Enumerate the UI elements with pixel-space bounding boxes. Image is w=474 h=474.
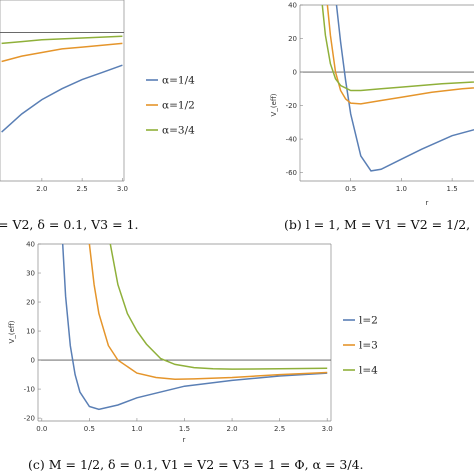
panel-b-y-tick-label: -60 xyxy=(286,169,297,177)
panel-c-x-tick-label: 2.0 xyxy=(226,425,237,433)
panel-c-x-tick-label: 3.0 xyxy=(322,425,333,433)
panel-c-x-tick-label: 2.5 xyxy=(274,425,285,433)
panel-a-series-line-2 xyxy=(1,42,123,63)
panel-b-y-axis-label: V_(eff) xyxy=(270,93,278,116)
panel-a-x-tick-label: 2.5 xyxy=(77,185,88,193)
caption-c: (c) M = 1/2, δ = 0.1, V1 = V2 = V3 = 1 =… xyxy=(28,457,364,472)
panel-a-x-tick-label: 2.0 xyxy=(36,185,47,193)
caption-a: = V2, δ = 0.1, V3 = 1. xyxy=(0,217,138,232)
panel-a-series-line-3 xyxy=(1,35,123,45)
panel-b-series-line-2 xyxy=(326,5,474,105)
panel-c-y-axis-label: V_(eff) xyxy=(8,320,16,343)
panel-c-series-line-2 xyxy=(88,244,328,380)
panel-c-legend: l=2 l=3 l=4 xyxy=(343,315,378,377)
panel-c-series-line-3 xyxy=(109,244,328,370)
panel-b-y-tick-label: 20 xyxy=(288,35,297,43)
panel-c-y-tick-label: 30 xyxy=(26,270,35,278)
panel-c-x-tick-label: 1.0 xyxy=(131,425,142,433)
caption-b: (b) l = 1, M = V1 = V2 = 1/2, δ xyxy=(284,217,474,232)
panel-c-y-tick-label: -10 xyxy=(24,386,35,394)
panel-b-x-tick-label: 0.5 xyxy=(345,185,356,193)
panel-c-legend-label: l=2 xyxy=(359,315,378,327)
panel-c-y-tick-label: 40 xyxy=(26,241,35,249)
panel-c-y-tick-label: 0 xyxy=(31,357,35,365)
panel-b-y-tick-label: 40 xyxy=(288,2,297,10)
panel-b-y-tick-label: -40 xyxy=(286,136,297,144)
panel-c-x-tick-label: 0.0 xyxy=(36,425,47,433)
panel-b-y-tick-label: 0 xyxy=(293,69,297,77)
panel-a-x-tick-label: 3.0 xyxy=(117,185,128,193)
panel-c-y-tick-label: -20 xyxy=(24,415,35,423)
panel-b-series-line-1 xyxy=(335,5,474,172)
panel-c-y-tick-label: 20 xyxy=(26,299,35,307)
panel-c-y-tick-label: 10 xyxy=(26,328,35,336)
panel-b-x-tick-label: 1.0 xyxy=(396,185,407,193)
panel-a-legend: α=1/4 α=1/2 α=3/4 xyxy=(146,75,195,137)
panel-b-x-axis-label: r xyxy=(426,199,429,207)
panel-c-x-tick-label: 1.5 xyxy=(179,425,190,433)
panel-c-legend-label: l=4 xyxy=(359,365,378,377)
panel-b-x-tick-label: 1.5 xyxy=(447,185,458,193)
panel-b-series-line-3 xyxy=(321,5,474,92)
panel-c-series-line-1 xyxy=(61,244,328,411)
panel-c-legend-label: l=3 xyxy=(359,340,378,352)
panel-b-y-tick-label: -20 xyxy=(286,102,297,110)
panel-a-legend-label: α=1/2 xyxy=(162,100,195,112)
panel-a-chart: 2.0 2.5 3.0 α=1/4 α=1/2 α=3/4 xyxy=(0,0,195,193)
panel-a-series-line-1 xyxy=(1,64,123,133)
panel-c-chart: 0.0 0.5 1.0 1.5 2.0 2.5 3.0 40 30 20 10 0 -10 -20 l=2… xyxy=(8,241,378,445)
panel-a-legend-label: α=1/4 xyxy=(162,75,195,87)
panel-c-x-tick-label: 0.5 xyxy=(84,425,95,433)
panel-c-x-axis-label: r xyxy=(183,436,186,444)
panel-a-legend-label: α=3/4 xyxy=(162,125,195,137)
